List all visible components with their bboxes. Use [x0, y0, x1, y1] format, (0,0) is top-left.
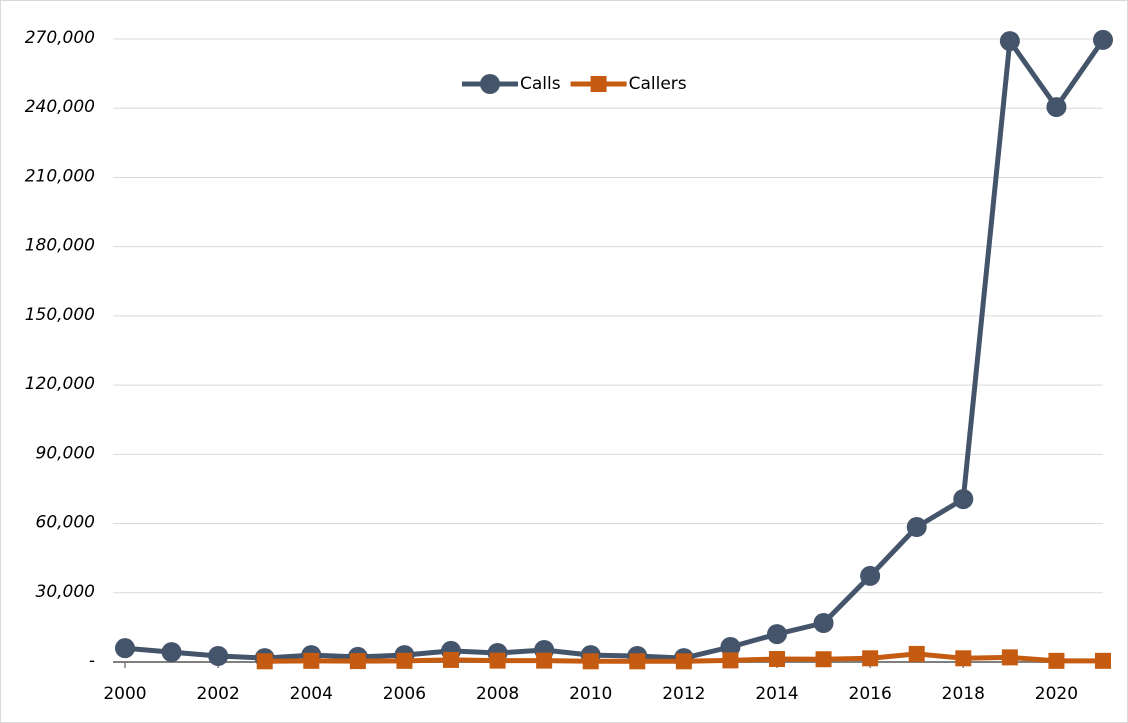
marker	[720, 637, 741, 658]
x-tick-label: 2012	[662, 684, 705, 704]
marker	[955, 650, 972, 667]
x-tick-label: 2008	[476, 684, 519, 704]
y-tick-label: 30,000	[36, 582, 95, 602]
legend-marker	[480, 74, 500, 94]
x-tick-label: 2010	[569, 684, 612, 704]
marker	[349, 653, 366, 670]
marker	[489, 652, 506, 669]
legend-marker	[590, 76, 607, 92]
y-tick-label: 240,000	[25, 97, 95, 117]
marker	[208, 646, 229, 667]
marker	[396, 652, 413, 669]
marker	[862, 650, 879, 667]
marker	[443, 651, 459, 668]
legend-label: Calls	[520, 74, 561, 94]
marker	[953, 489, 974, 510]
y-tick-label: 210,000	[25, 166, 95, 186]
marker	[767, 624, 787, 645]
x-tick-label: 2004	[290, 684, 333, 704]
marker	[1095, 652, 1111, 669]
marker	[906, 517, 927, 538]
x-tick-label: 2000	[103, 684, 146, 704]
x-tick-label: 2020	[1035, 684, 1078, 704]
x-tick-label: 2002	[197, 684, 240, 704]
x-tick-label: 2006	[383, 684, 426, 704]
marker	[629, 653, 646, 670]
marker	[115, 638, 135, 659]
marker	[1001, 649, 1018, 666]
marker	[161, 642, 182, 663]
marker	[815, 651, 832, 668]
marker	[722, 652, 739, 669]
legend-label: Callers	[629, 74, 687, 94]
marker	[256, 653, 273, 670]
y-tick-label: -	[89, 651, 95, 671]
y-tick-label: 60,000	[36, 513, 95, 533]
marker	[536, 652, 553, 669]
y-tick-label: 90,000	[36, 443, 95, 463]
marker	[769, 651, 785, 668]
series-line	[124, 38, 1106, 661]
marker	[303, 652, 320, 669]
x-tick-label: 2018	[942, 684, 985, 704]
y-tick-label: 180,000	[25, 236, 95, 256]
x-tick-label: 2014	[755, 684, 798, 704]
marker	[813, 613, 834, 634]
marker	[1093, 29, 1113, 50]
y-tick-label: 120,000	[25, 374, 95, 394]
marker	[908, 645, 925, 662]
y-tick-label: 270,000	[25, 28, 95, 48]
marker	[1046, 97, 1067, 118]
y-tick-label: 150,000	[25, 305, 95, 325]
marker	[860, 565, 881, 586]
marker	[675, 653, 692, 670]
marker	[582, 653, 599, 670]
x-tick-label: 2016	[849, 684, 892, 704]
marker	[1048, 652, 1065, 669]
marker	[999, 31, 1020, 52]
